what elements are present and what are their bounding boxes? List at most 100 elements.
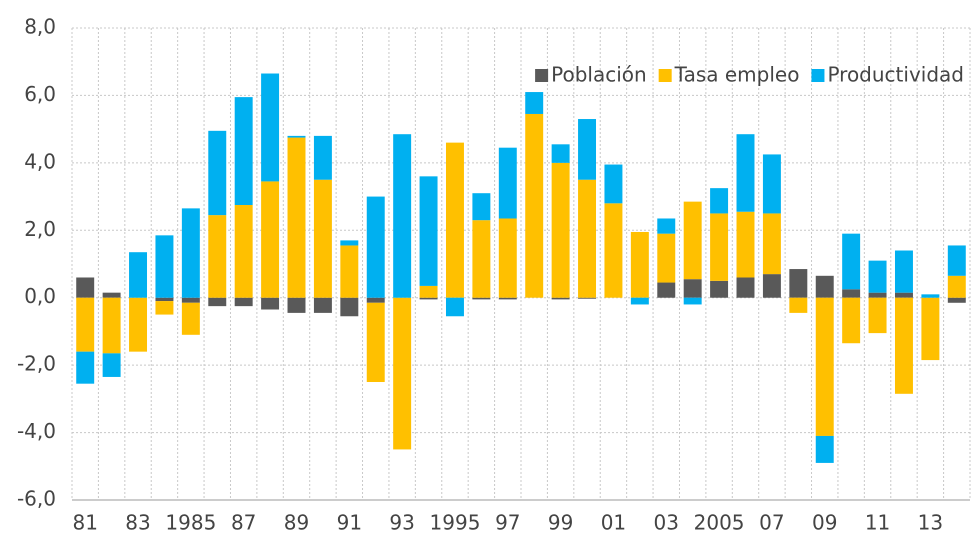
bar	[683, 297, 702, 305]
bar	[472, 220, 491, 298]
bar	[604, 203, 623, 298]
legend-label: Población	[551, 63, 647, 87]
bar	[498, 147, 517, 219]
bar	[551, 144, 570, 163]
bar	[445, 142, 464, 298]
bar	[234, 297, 253, 307]
x-tick-label: 99	[548, 511, 573, 535]
x-tick-label: 83	[125, 511, 150, 535]
bar	[261, 181, 280, 298]
bar	[710, 188, 729, 214]
y-tick-label: 2,0	[24, 217, 56, 241]
bar	[947, 297, 966, 303]
y-tick-label: -4,0	[17, 419, 56, 443]
bar	[234, 205, 253, 298]
legend-swatch	[811, 69, 825, 82]
bar	[287, 297, 306, 313]
bar	[498, 218, 517, 298]
bar	[762, 213, 781, 275]
bar	[710, 280, 729, 298]
bar	[76, 351, 95, 384]
bar	[710, 213, 729, 281]
bar	[419, 285, 438, 298]
x-tick-label: 87	[231, 511, 256, 535]
bar	[683, 201, 702, 280]
bar	[76, 297, 95, 352]
bar	[366, 297, 385, 303]
bar	[393, 134, 412, 298]
x-tick-label: 11	[865, 511, 890, 535]
x-tick-label: 89	[284, 511, 309, 535]
bar	[815, 297, 834, 436]
bar	[736, 277, 755, 298]
bar	[789, 297, 808, 313]
bar	[366, 302, 385, 382]
bar	[472, 193, 491, 221]
bar	[894, 297, 913, 394]
bar	[815, 275, 834, 298]
bar	[472, 297, 491, 300]
bar	[868, 292, 887, 298]
bar	[393, 297, 412, 450]
bar	[419, 297, 438, 300]
bar	[551, 297, 570, 300]
bar	[525, 92, 544, 114]
x-tick-label: 97	[495, 511, 520, 535]
y-tick-label: -6,0	[17, 487, 56, 511]
bar	[208, 130, 227, 216]
bar	[261, 73, 280, 182]
bar	[340, 297, 359, 317]
bar	[129, 252, 148, 298]
bar	[630, 231, 649, 298]
bar	[155, 301, 174, 315]
bar	[155, 297, 174, 302]
bar	[683, 279, 702, 298]
x-tick-label: 1985	[165, 511, 216, 535]
bar	[789, 269, 808, 298]
bar	[762, 154, 781, 214]
bar	[604, 164, 623, 204]
legend-label: Productividad	[827, 63, 964, 87]
x-tick-label: 91	[337, 511, 362, 535]
bar	[842, 297, 861, 344]
bar	[287, 137, 306, 298]
y-tick-label: 6,0	[24, 82, 56, 106]
legend-label: Tasa empleo	[674, 63, 800, 87]
bar	[208, 215, 227, 298]
bar	[313, 179, 332, 298]
bar	[419, 176, 438, 286]
bar	[445, 297, 464, 317]
bar	[76, 277, 95, 298]
bar	[551, 162, 570, 298]
bar	[657, 218, 676, 234]
bar	[525, 113, 544, 298]
bar	[129, 297, 148, 352]
bar	[736, 134, 755, 212]
y-tick-label: -2,0	[17, 352, 56, 376]
x-tick-label: 07	[759, 511, 784, 535]
x-tick-label: 81	[72, 511, 97, 535]
x-tick-label: 13	[918, 511, 943, 535]
bar	[102, 292, 121, 298]
x-tick-label: 93	[389, 511, 414, 535]
bar	[762, 274, 781, 298]
bar	[313, 135, 332, 180]
bar	[630, 297, 649, 305]
bar	[155, 235, 174, 298]
bar	[868, 260, 887, 293]
bar	[894, 292, 913, 298]
bar	[868, 297, 887, 334]
bar	[947, 245, 966, 276]
bar	[261, 297, 280, 310]
bar	[181, 208, 200, 298]
y-tick-label: 8,0	[24, 15, 56, 39]
bar	[102, 297, 121, 354]
bar	[947, 275, 966, 298]
bar	[921, 297, 940, 361]
bar	[736, 211, 755, 278]
bar	[340, 240, 359, 246]
y-tick-label: 4,0	[24, 149, 56, 173]
x-tick-label: 09	[812, 511, 837, 535]
bar	[498, 297, 517, 300]
